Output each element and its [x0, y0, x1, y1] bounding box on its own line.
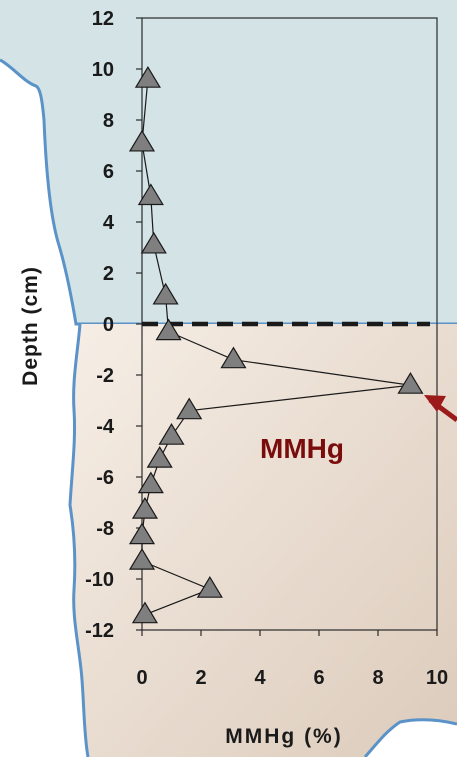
- y-tick-label: -6: [96, 467, 114, 489]
- y-tick-label: 4: [103, 212, 115, 234]
- mmhg-annotation: MMHg: [260, 433, 344, 464]
- data-point: [128, 522, 156, 545]
- y-tick-label: -12: [85, 620, 114, 642]
- x-tick-label: 0: [136, 667, 147, 689]
- sediment-boundary: [68, 323, 90, 757]
- data-point: [128, 129, 156, 152]
- data-point: [140, 231, 167, 254]
- x-tick-label: 10: [426, 667, 448, 689]
- water-region: [0, 0, 457, 324]
- data-point: [176, 397, 203, 420]
- data-point: [155, 318, 182, 341]
- y-tick-label: -10: [85, 569, 114, 591]
- y-tick-label: 0: [103, 314, 114, 336]
- data-point: [196, 576, 223, 598]
- y-tick-label: 6: [103, 161, 114, 183]
- x-tick-label: 8: [372, 667, 383, 689]
- y-axis-title: Depth (cm): [19, 266, 42, 386]
- data-point: [397, 372, 424, 394]
- x-tick-label: 2: [195, 667, 206, 689]
- x-axis-title: MMHg (%): [225, 725, 342, 748]
- sediment-region: [70, 324, 457, 757]
- data-point: [158, 423, 185, 445]
- water-boundary: [0, 58, 457, 326]
- data-point: [131, 496, 159, 519]
- y-tick-label: 12: [92, 8, 114, 30]
- data-point: [131, 601, 159, 624]
- data-point: [137, 471, 164, 494]
- x-tick-label: 4: [254, 667, 266, 689]
- data-point: [134, 66, 161, 88]
- x-tick-label: 6: [313, 667, 324, 689]
- data-point: [146, 445, 173, 468]
- y-tick-label: -8: [96, 518, 114, 540]
- data-point: [137, 183, 164, 206]
- y-tick-label: -4: [96, 416, 115, 438]
- sediment-bottom-boundary: [363, 718, 457, 757]
- y-tick-label: 8: [103, 110, 114, 132]
- y-tick-label: 10: [92, 59, 114, 81]
- y-tick-label: -2: [96, 365, 114, 387]
- data-point: [128, 547, 156, 570]
- data-point: [152, 282, 179, 305]
- arrow-head: [424, 395, 446, 412]
- y-tick-label: 2: [103, 263, 114, 285]
- data-point: [220, 346, 247, 369]
